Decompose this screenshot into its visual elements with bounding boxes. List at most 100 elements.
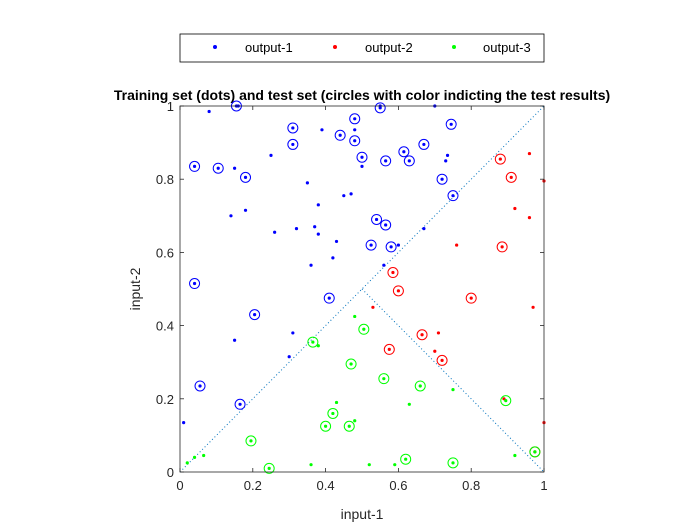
output-1-test-point xyxy=(349,113,361,125)
output-3-test-point-center xyxy=(349,362,353,366)
output-1-test-point xyxy=(189,160,201,172)
output-3-test-point xyxy=(307,336,319,348)
output-3-test-point xyxy=(500,395,512,407)
output-1-test-point xyxy=(418,138,430,150)
output-1-train-point xyxy=(316,203,320,207)
output-3-test-point xyxy=(378,373,390,385)
output-3-test-point-center xyxy=(324,424,328,428)
output-1-test-point xyxy=(447,190,459,202)
output-1-test-point-center xyxy=(353,139,357,143)
output-3-train-point xyxy=(316,344,320,348)
output-3-test-point-center xyxy=(504,399,508,403)
output-3-test-point xyxy=(358,323,370,335)
output-1-test-point xyxy=(234,398,246,410)
legend-marker-output-3 xyxy=(452,45,456,49)
output-1-test-point-center xyxy=(198,384,202,388)
output-1-test-point-center xyxy=(216,166,220,170)
output-1-train-point xyxy=(273,230,277,234)
output-1-test-point xyxy=(189,278,201,290)
output-1-test-point xyxy=(380,219,392,231)
output-3-test-point xyxy=(529,446,541,458)
x-tick-label: 0.8 xyxy=(462,478,480,493)
output-1-test-point-center xyxy=(192,281,197,286)
output-1-train-point xyxy=(294,227,299,231)
output-3-test-point xyxy=(345,358,357,370)
legend-marker-output-2 xyxy=(333,45,337,49)
output-1-test-point-center xyxy=(291,126,295,130)
output-1-test-point xyxy=(194,380,206,392)
output-2-test-point xyxy=(383,343,395,355)
output-1-test-point xyxy=(380,155,392,167)
output-3-test-point-center xyxy=(267,466,271,470)
x-tick-label: 0.6 xyxy=(389,478,407,493)
output-1-test-point xyxy=(287,122,299,134)
output-1-test-point-center xyxy=(327,296,331,300)
output-3-train-point xyxy=(513,453,517,458)
output-1-train-point xyxy=(396,243,400,247)
output-1-test-point-center xyxy=(291,142,295,147)
x-tick-label: 0.4 xyxy=(317,478,335,493)
x-tick-label: 1 xyxy=(540,478,547,493)
output-3-test-point xyxy=(343,420,355,432)
output-1-test-point-center xyxy=(407,159,411,163)
output-1-train-point xyxy=(331,256,335,260)
output-2-test-point xyxy=(465,292,477,304)
output-1-train-point xyxy=(444,159,448,163)
output-1-test-point xyxy=(349,135,361,147)
output-1-test-point-center xyxy=(353,117,357,121)
y-axis-ticks: 0 0.2 0.4 0.6 0.8 1 xyxy=(156,99,544,480)
output-1-test-point-center xyxy=(360,155,364,159)
output-3-test-point xyxy=(327,407,339,419)
output-3-test-point-center xyxy=(249,439,253,443)
output-2-test-point-center xyxy=(396,289,400,293)
output-3-test-point-center xyxy=(311,340,315,344)
output-3-train-point xyxy=(309,463,313,467)
output-3-test-point-center xyxy=(362,327,366,331)
output-1-test-point xyxy=(436,173,448,185)
output-3-train-point xyxy=(185,461,189,465)
output-3-test-point-center xyxy=(418,384,422,388)
output-3-test-point-center xyxy=(533,450,537,454)
output-3-train-point xyxy=(192,455,197,459)
output-3-train-point xyxy=(353,419,357,423)
output-2-train-point xyxy=(531,305,535,309)
output-1-train-point xyxy=(360,164,364,168)
data-points xyxy=(182,100,546,474)
output-3-test-point xyxy=(447,457,459,469)
output-2-train-point xyxy=(371,305,375,309)
output-2-test-point xyxy=(392,285,404,297)
output-2-test-point xyxy=(505,171,517,183)
output-1-test-point xyxy=(398,146,410,158)
output-1-test-point xyxy=(287,138,299,150)
output-1-test-point-center xyxy=(253,313,257,317)
output-1-test-point-center xyxy=(389,245,393,249)
output-3-test-point-center xyxy=(382,377,386,381)
series-output-1 xyxy=(182,100,459,425)
output-1-train-point xyxy=(320,128,324,132)
chart-title: Training set (dots) and test set (circle… xyxy=(114,87,610,103)
output-2-test-point-center xyxy=(509,175,513,179)
output-2-test-point-center xyxy=(469,296,473,300)
output-1-test-point xyxy=(371,213,383,225)
series-output-2 xyxy=(371,151,546,458)
legend-label-output-3: output-3 xyxy=(483,40,531,55)
output-3-test-point-center xyxy=(331,411,335,416)
output-1-train-point xyxy=(313,225,317,229)
output-1-test-point-center xyxy=(243,175,248,179)
output-2-train-point xyxy=(527,216,532,220)
series-output-3 xyxy=(185,314,541,474)
output-1-train-point xyxy=(334,239,339,244)
output-3-train-point xyxy=(407,402,411,406)
output-2-train-point xyxy=(433,349,437,353)
output-1-train-point xyxy=(269,153,273,158)
output-2-test-point xyxy=(387,267,399,279)
output-2-train-point xyxy=(527,151,532,156)
x-axis-label: input-1 xyxy=(341,506,384,522)
output-1-train-point xyxy=(349,192,353,196)
output-1-test-point-center xyxy=(451,194,455,198)
output-2-train-point xyxy=(455,243,459,247)
output-2-test-point-center xyxy=(498,157,502,161)
output-1-test-point xyxy=(356,151,368,163)
output-1-test-point xyxy=(403,155,415,167)
